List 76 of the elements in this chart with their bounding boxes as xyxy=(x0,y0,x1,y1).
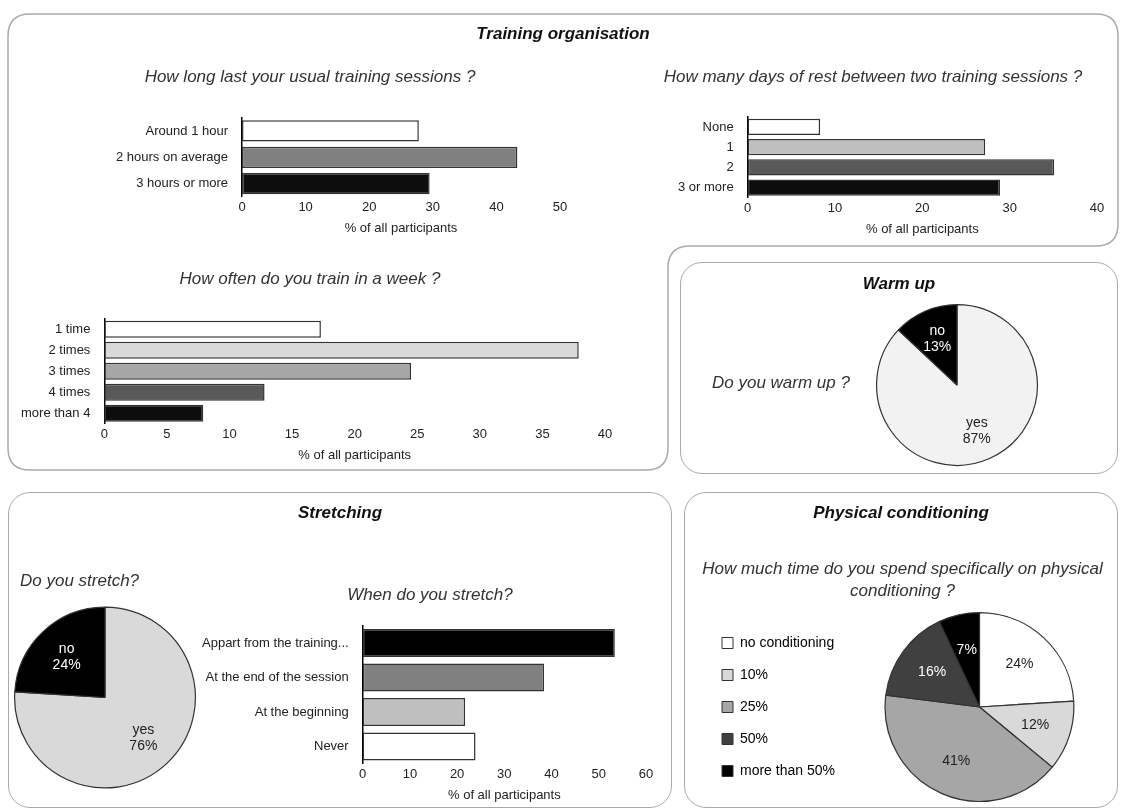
x-axis-title: % of all participants xyxy=(865,220,980,236)
x-tick-label: 40 xyxy=(1089,200,1105,216)
y-tick-label: 4 times xyxy=(48,383,91,399)
x-tick-label: 25 xyxy=(410,426,425,442)
y-tick-label: 2 hours on average xyxy=(115,148,229,164)
x-tick-label: 0 xyxy=(100,426,108,442)
x-tick-label: 30 xyxy=(1002,200,1017,216)
x-tick-label: 0 xyxy=(744,200,752,216)
chart-title: When do you stretch? xyxy=(346,584,514,606)
chart-title: How much time do you spend specifically on physical conditioning ? xyxy=(701,558,1104,602)
text: Training organisation xyxy=(475,24,651,44)
x-tick-label: 40 xyxy=(544,766,559,782)
chart-title: How often do you train in a week ? xyxy=(178,268,442,290)
data-label: 41% xyxy=(942,751,971,768)
x-axis-title: % of all participants xyxy=(447,786,562,802)
x-tick-label: 20 xyxy=(347,426,362,442)
x-tick-label: 30 xyxy=(497,766,512,782)
y-tick-label: None xyxy=(702,118,734,134)
slice-label: yes xyxy=(132,721,155,738)
legend-label: 25% xyxy=(740,697,769,714)
text: Do you warm up ? xyxy=(712,372,851,394)
x-tick-label: 20 xyxy=(361,199,377,215)
y-tick-label: more than 4 xyxy=(21,404,91,420)
x-tick-label: 0 xyxy=(359,766,367,782)
x-tick-label: 10 xyxy=(827,200,843,216)
x-tick-label: 40 xyxy=(597,426,613,442)
slice-label: yes xyxy=(965,413,988,430)
chart-title: Do you stretch? xyxy=(20,570,141,592)
text: Physical conditioning xyxy=(812,503,990,523)
data-label: 12% xyxy=(1021,715,1050,732)
y-tick-label: 3 times xyxy=(48,362,91,378)
x-tick-label: 50 xyxy=(591,766,607,782)
x-tick-label: 60 xyxy=(638,766,654,782)
x-tick-label: 20 xyxy=(915,200,930,216)
data-label: 7% xyxy=(956,640,977,657)
chart-title: How long last your usual training sessions ? xyxy=(143,66,477,88)
x-tick-label: 35 xyxy=(535,426,550,442)
y-tick-label: 3 or more xyxy=(677,179,734,195)
x-tick-label: 5 xyxy=(163,426,171,442)
x-tick-label: 10 xyxy=(298,199,313,215)
x-tick-label: 20 xyxy=(449,766,465,782)
x-tick-label: 10 xyxy=(222,426,237,442)
data-label: 16% xyxy=(918,663,947,680)
legend-label: no conditioning xyxy=(740,633,835,650)
chart-title: How many days of rest between two training sessions ? xyxy=(662,66,1084,88)
slice-label: no xyxy=(929,322,946,339)
y-tick-label: 1 xyxy=(726,138,734,154)
data-label: 76% xyxy=(129,737,158,754)
x-axis-title: % of all participants xyxy=(344,219,458,235)
legend-label: more than 50% xyxy=(740,761,835,778)
y-tick-label: 2 xyxy=(726,159,734,174)
data-label: 24% xyxy=(1005,655,1034,672)
y-tick-label: 1 time xyxy=(54,320,91,336)
slice-label: no xyxy=(58,639,75,656)
data-label: 13% xyxy=(923,338,952,355)
y-tick-label: Around 1 hour xyxy=(145,122,229,138)
x-axis-title: % of all participants xyxy=(298,446,412,462)
x-tick-label: 30 xyxy=(472,426,488,442)
y-tick-label: 3 hours or more xyxy=(136,175,229,191)
legend-label: 50% xyxy=(740,729,769,746)
text: Stretching xyxy=(296,503,384,523)
x-tick-label: 10 xyxy=(402,766,418,782)
y-tick-label: At the beginning xyxy=(254,703,349,719)
x-tick-label: 30 xyxy=(425,199,441,215)
x-tick-label: 40 xyxy=(489,199,504,215)
text: Warm up xyxy=(861,274,937,294)
y-tick-label: Appart from the training... xyxy=(201,634,349,650)
y-tick-label: Never xyxy=(313,738,350,754)
legend-label: 10% xyxy=(740,665,769,682)
data-label: 24% xyxy=(52,655,81,672)
data-label: 87% xyxy=(962,429,991,446)
x-tick-label: 50 xyxy=(552,199,568,215)
x-tick-label: 15 xyxy=(284,426,300,442)
y-tick-label: At the end of the session xyxy=(205,669,349,685)
x-tick-label: 0 xyxy=(238,199,246,215)
y-tick-label: 2 times xyxy=(48,341,91,357)
